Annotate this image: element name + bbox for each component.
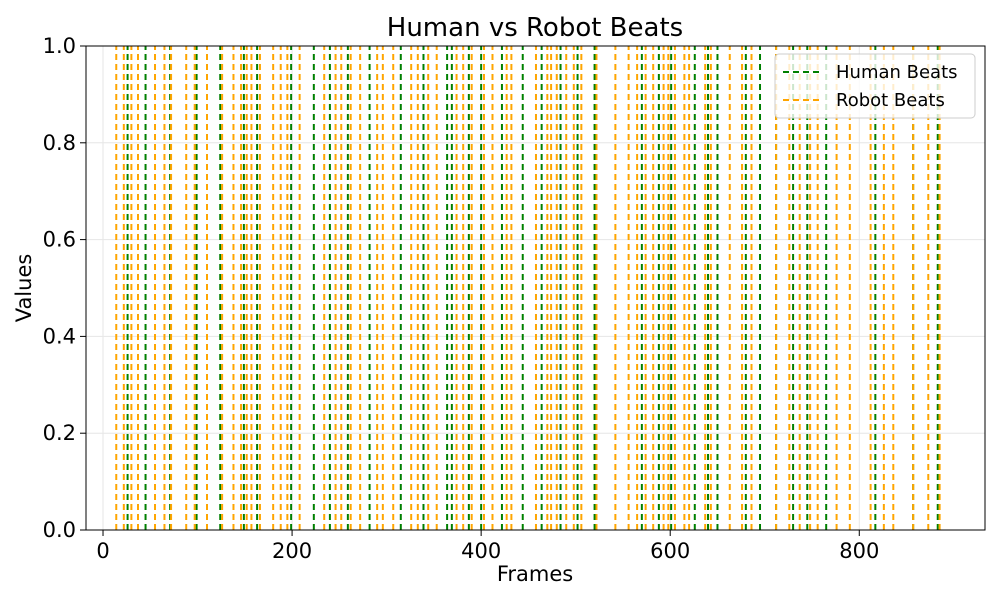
x-tick-label-0: 0 — [96, 539, 109, 563]
y-tick-label-1: 0.2 — [43, 421, 76, 445]
y-tick-label-5: 1.0 — [43, 34, 76, 58]
x-tick-label-3: 600 — [650, 539, 690, 563]
x-axis-ticks: 0 200 400 600 800 — [96, 530, 879, 563]
beats-layer — [115, 46, 941, 530]
y-axis-label: Values — [12, 254, 36, 323]
legend-box — [774, 53, 976, 119]
legend: Human Beats Robot Beats — [774, 53, 976, 119]
y-tick-label-4: 0.8 — [43, 131, 76, 155]
x-tick-label-4: 800 — [839, 539, 879, 563]
y-axis-ticks: 0.0 0.2 0.4 0.6 0.8 1.0 — [43, 34, 86, 542]
plot-frame — [85, 45, 986, 531]
chart-title: Human vs Robot Beats — [387, 13, 683, 43]
y-tick-label-3: 0.6 — [43, 228, 76, 252]
y-tick-label-2: 0.4 — [43, 324, 76, 348]
y-tick-label-0: 0.0 — [43, 518, 76, 542]
x-axis-label: Frames — [497, 562, 573, 586]
legend-label-human-beats: Human Beats — [836, 62, 958, 83]
legend-label-robot-beats: Robot Beats — [836, 90, 945, 111]
x-tick-label-1: 200 — [272, 539, 312, 563]
x-tick-label-2: 400 — [461, 539, 501, 563]
